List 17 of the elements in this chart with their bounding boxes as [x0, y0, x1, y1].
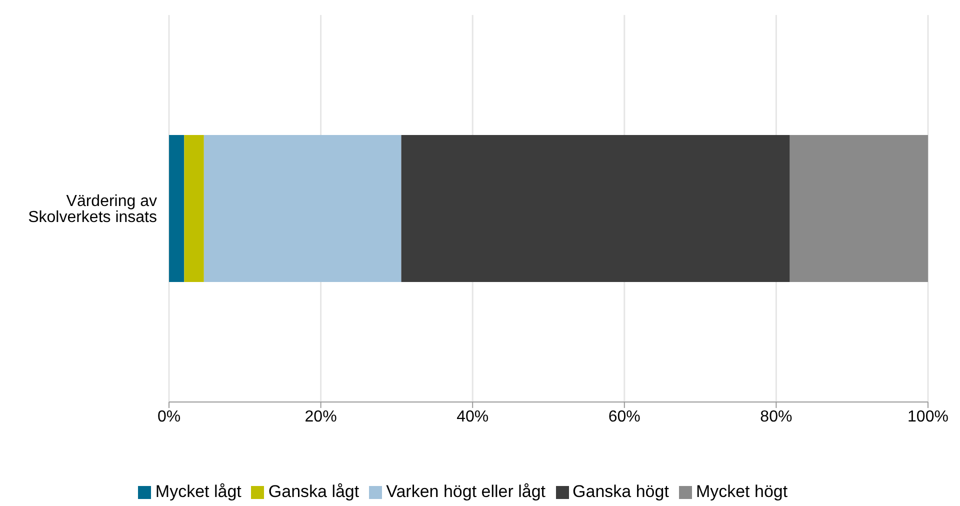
x-tick-label: 40%	[456, 408, 489, 426]
x-tick-label: 20%	[304, 408, 337, 426]
legend-label: Varken högt eller lågt	[386, 482, 546, 501]
y-tick-label: Värdering av Skolverkets insats	[28, 193, 157, 226]
legend-label: Ganska lågt	[268, 482, 360, 501]
bar	[169, 135, 184, 282]
x-tick-label: 60%	[608, 408, 640, 426]
x-tick-label: 100%	[908, 408, 948, 426]
x-tick-label: 80%	[760, 408, 792, 426]
bar	[184, 135, 204, 282]
bar	[790, 135, 928, 282]
bar	[401, 135, 790, 282]
bar	[204, 135, 402, 282]
legend-label: Mycket högt	[696, 482, 788, 501]
legend-label: Ganska högt	[572, 482, 669, 501]
x-tick-label: 0%	[157, 408, 181, 426]
legend-label: Mycket lågt	[155, 482, 242, 501]
